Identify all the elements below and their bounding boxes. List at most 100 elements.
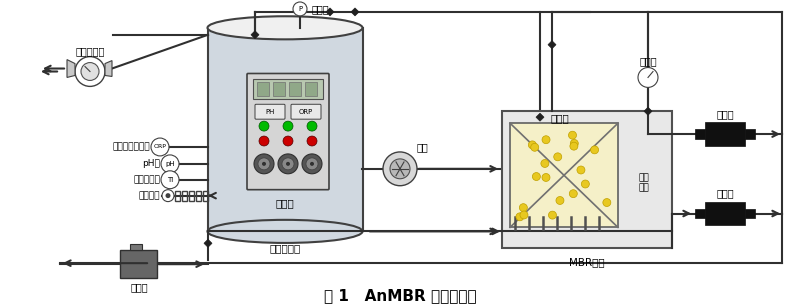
Circle shape	[528, 141, 536, 149]
Text: 图 1   AnMBR 中试装置图: 图 1 AnMBR 中试装置图	[324, 289, 476, 303]
Circle shape	[286, 162, 290, 166]
Text: ORP: ORP	[154, 145, 166, 149]
Circle shape	[556, 196, 564, 204]
Bar	[705, 122, 745, 146]
Circle shape	[262, 162, 266, 166]
Polygon shape	[326, 8, 334, 16]
Circle shape	[293, 2, 307, 16]
Circle shape	[520, 211, 528, 219]
Circle shape	[603, 199, 611, 206]
Bar	[189, 191, 194, 201]
Polygon shape	[536, 113, 544, 121]
FancyBboxPatch shape	[305, 82, 317, 96]
Circle shape	[161, 155, 179, 173]
Bar	[203, 191, 208, 201]
Polygon shape	[67, 59, 75, 77]
Circle shape	[75, 57, 105, 86]
Polygon shape	[351, 8, 359, 16]
Circle shape	[258, 158, 270, 170]
Circle shape	[282, 158, 294, 170]
Text: 厌氧反应器: 厌氧反应器	[270, 243, 301, 253]
FancyBboxPatch shape	[289, 82, 301, 96]
Polygon shape	[548, 41, 556, 49]
Circle shape	[81, 63, 99, 81]
Text: pH: pH	[165, 161, 175, 167]
Text: 膜组件: 膜组件	[550, 113, 570, 123]
Text: 进水泵: 进水泵	[130, 282, 148, 292]
FancyBboxPatch shape	[255, 104, 285, 119]
Bar	[130, 244, 142, 250]
Bar	[502, 111, 672, 248]
Text: 氧化还原电位计: 氧化还原电位计	[112, 142, 150, 152]
Circle shape	[151, 138, 169, 156]
Polygon shape	[207, 28, 362, 231]
Circle shape	[638, 67, 658, 88]
Text: 电加热器: 电加热器	[138, 191, 160, 200]
Bar	[182, 191, 187, 201]
Polygon shape	[105, 61, 112, 77]
Polygon shape	[644, 107, 652, 115]
Text: pH计: pH计	[142, 159, 160, 168]
Circle shape	[577, 166, 585, 174]
Text: 压力表: 压力表	[312, 4, 330, 14]
Text: PH: PH	[266, 109, 274, 115]
Circle shape	[530, 143, 538, 151]
Polygon shape	[251, 31, 259, 39]
Circle shape	[570, 190, 578, 198]
Circle shape	[590, 146, 598, 154]
Bar	[175, 191, 180, 201]
Text: P: P	[298, 6, 302, 12]
Text: 气体流量计: 气体流量计	[75, 47, 105, 57]
Text: 温度传感器: 温度传感器	[133, 175, 160, 184]
Circle shape	[306, 158, 318, 170]
Circle shape	[283, 121, 293, 131]
Text: 控制柜: 控制柜	[276, 199, 294, 209]
Bar	[705, 202, 745, 225]
Polygon shape	[120, 250, 157, 278]
FancyBboxPatch shape	[257, 82, 269, 96]
Circle shape	[541, 160, 549, 167]
Circle shape	[307, 121, 317, 131]
Circle shape	[278, 154, 298, 174]
Circle shape	[390, 159, 410, 179]
Circle shape	[532, 173, 540, 181]
Circle shape	[519, 204, 527, 212]
Text: 产水泵: 产水泵	[716, 109, 734, 119]
Circle shape	[310, 162, 314, 166]
Text: MBR膜池: MBR膜池	[569, 257, 605, 267]
Ellipse shape	[207, 220, 362, 243]
Circle shape	[161, 171, 179, 189]
Circle shape	[542, 136, 550, 144]
Text: 气泵: 气泵	[416, 142, 428, 152]
Circle shape	[582, 180, 590, 188]
Text: 污泥泵: 污泥泵	[716, 189, 734, 199]
Text: 真空表: 真空表	[639, 56, 657, 66]
Bar	[745, 129, 755, 139]
Circle shape	[570, 142, 578, 150]
Circle shape	[283, 136, 293, 146]
Bar	[745, 209, 755, 218]
Bar	[196, 191, 201, 201]
Circle shape	[259, 136, 269, 146]
Circle shape	[162, 190, 174, 202]
Ellipse shape	[207, 16, 362, 39]
Polygon shape	[204, 239, 212, 247]
Bar	[510, 123, 618, 228]
Circle shape	[302, 154, 322, 174]
Circle shape	[542, 174, 550, 181]
Circle shape	[570, 139, 578, 147]
Text: 曝气
管线: 曝气 管线	[638, 173, 650, 192]
Circle shape	[307, 136, 317, 146]
Circle shape	[516, 213, 524, 221]
FancyBboxPatch shape	[291, 104, 321, 119]
Text: ORP: ORP	[299, 109, 313, 115]
Circle shape	[549, 211, 557, 219]
Circle shape	[383, 152, 417, 186]
FancyBboxPatch shape	[273, 82, 285, 96]
Text: TI: TI	[167, 177, 173, 183]
FancyBboxPatch shape	[247, 74, 329, 190]
Circle shape	[569, 131, 577, 139]
FancyBboxPatch shape	[253, 79, 323, 99]
Bar	[695, 209, 705, 218]
Circle shape	[254, 154, 274, 174]
